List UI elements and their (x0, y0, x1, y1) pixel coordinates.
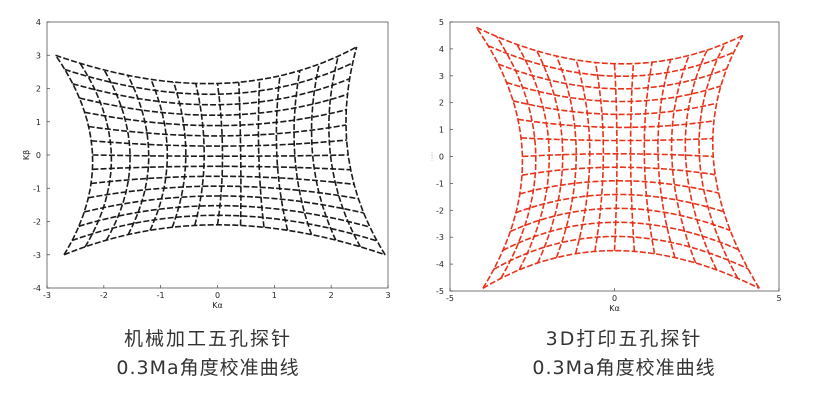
grid-line-horizontal (90, 175, 355, 186)
x-tick-label: 2 (329, 291, 334, 300)
y-tick-label: 4 (36, 18, 41, 27)
x-axis-label: Kα (212, 301, 223, 310)
y-tick-label: 0 (439, 153, 444, 162)
y-tick-label: -5 (436, 287, 444, 296)
grid-line-vertical (216, 83, 224, 225)
left-caption-subtitle: 0.3Ma角度校准曲线 (116, 357, 300, 379)
grid-line-horizontal (517, 118, 715, 129)
grid-line-vertical (126, 74, 150, 235)
x-tick-label: 0 (612, 294, 617, 303)
grid-line-vertical (535, 50, 564, 264)
grid-line-vertical (698, 43, 739, 279)
y-tick-label: -3 (436, 233, 444, 242)
grid-line-vertical (310, 63, 337, 241)
grid-line-horizontal (84, 195, 364, 214)
grid-line-vertical (684, 49, 718, 271)
x-tick-label: 3 (385, 291, 390, 300)
y-tick-label: -1 (436, 179, 444, 188)
grid-line-horizontal (64, 62, 354, 96)
y-tick-label: 0 (36, 151, 41, 160)
y-tick-label: 3 (36, 51, 41, 60)
y-axis-label: Kβ (22, 150, 31, 160)
grid-line-horizontal (91, 139, 347, 147)
y-tick-label: -3 (33, 251, 41, 260)
y-tick-label: 3 (439, 72, 444, 81)
right-calibration-chart: -5 0 5 -5 -4 -3 -2 -1 0 1 2 3 4 5 Kα (431, 18, 782, 313)
grid-line-horizontal (509, 207, 731, 233)
grid-line-vertical (670, 55, 697, 264)
grid-line-vertical (516, 43, 550, 271)
grid-line-vertical (54, 54, 94, 256)
right-caption-subtitle: 0.3Ma角度校准曲线 (532, 357, 716, 379)
grid-line-horizontal (55, 46, 358, 85)
grid-line-horizontal (92, 154, 349, 157)
x-tick-label: 0 (215, 291, 220, 300)
left-chart-panel: -3 -2 -1 0 1 2 3 -4 -3 -2 -1 0 1 2 3 4 Kα Kβ 机械加工五孔探针 0.3… (22, 18, 391, 379)
grid-line-vertical (555, 55, 577, 258)
grid-line-vertical (293, 70, 313, 235)
grid-line-vertical (613, 63, 618, 251)
right-chart-panel: -5 0 5 -5 -4 -3 -2 -1 0 1 2 3 4 5 Kα 3D打印五孔探针 0.3Ma角度校… (416, 0, 832, 404)
grid-line-vertical (657, 59, 676, 258)
y-tick-label: -1 (33, 184, 41, 193)
y-tick-label: 1 (439, 126, 444, 135)
grid-line-vertical (79, 62, 113, 248)
grid-line-horizontal (92, 165, 351, 171)
grid-line-horizontal (475, 26, 744, 65)
right-caption-title: 3D打印五孔探针 (545, 328, 703, 350)
grid-line-horizontal (515, 193, 724, 214)
grid-line-horizontal (88, 185, 359, 200)
y-tick-label: -4 (33, 284, 41, 293)
x-tick-label: 1 (272, 291, 277, 300)
y-tick-label: -2 (33, 218, 41, 227)
grid-line-vertical (475, 26, 524, 289)
y-tick-label: -2 (436, 206, 444, 215)
grid-line-horizontal (493, 235, 749, 271)
x-tick-label: -2 (100, 291, 108, 300)
grid-line-horizontal (482, 249, 760, 290)
calibration-grid (54, 46, 386, 256)
grid-line-vertical (594, 62, 605, 252)
grid-line-horizontal (78, 204, 371, 228)
grid-line-horizontal (522, 153, 714, 158)
x-tick-label: -5 (446, 294, 454, 303)
grid-line-vertical (328, 55, 362, 248)
grid-line-horizontal (79, 93, 348, 116)
grid-line-vertical (345, 46, 386, 256)
grid-line-horizontal (506, 81, 722, 103)
y-tick-label: 2 (439, 99, 444, 108)
grid-line-vertical (643, 62, 656, 254)
grid-line-horizontal (512, 100, 717, 116)
y-tick-label: -4 (436, 260, 444, 269)
y-tick-label: 2 (36, 85, 41, 94)
grid-line-horizontal (72, 77, 350, 106)
x-tick-label: 5 (776, 294, 781, 303)
grid-line-vertical (712, 35, 760, 289)
grid-line-horizontal (520, 137, 713, 142)
grid-line-vertical (629, 63, 636, 252)
y-tick-label: 5 (439, 18, 444, 27)
y-tick-label: 4 (439, 45, 444, 54)
x-tick-label: -3 (43, 291, 51, 300)
y-tick-label: 1 (36, 118, 41, 127)
grid-line-horizontal (88, 124, 347, 137)
grid-line-horizontal (502, 221, 739, 252)
x-tick-label: -1 (157, 291, 165, 300)
grid-line-horizontal (487, 44, 735, 77)
x-axis-label: Kα (609, 304, 620, 313)
grid-line-horizontal (71, 214, 378, 242)
grid-line-horizontal (84, 108, 347, 127)
grid-line-horizontal (519, 180, 719, 195)
grid-line-horizontal (521, 166, 716, 176)
grid-line-horizontal (497, 63, 727, 90)
calibration-grid (475, 26, 760, 290)
grid-line-horizontal (63, 223, 386, 256)
left-caption-title: 机械加工五孔探针 (123, 328, 292, 350)
